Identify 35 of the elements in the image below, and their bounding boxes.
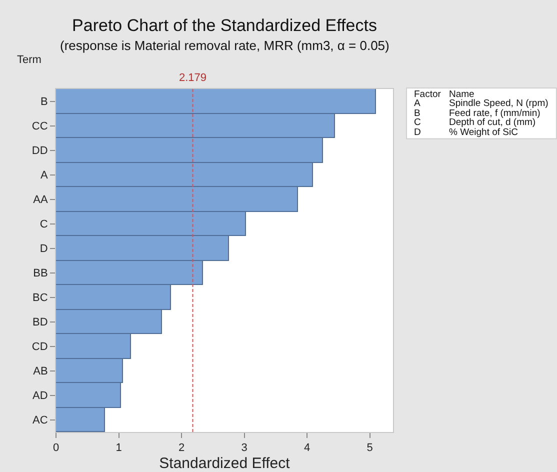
x-axis-title: Standardized Effect: [159, 455, 291, 472]
y-tick-label: A: [40, 170, 48, 182]
x-tick-label: 2: [178, 442, 185, 454]
text: Factor: [414, 89, 441, 100]
x-tick-label: 4: [304, 442, 310, 454]
y-axis-title: Term: [17, 54, 42, 66]
x-tick-label: 5: [366, 442, 373, 454]
x-tick-label: 0: [52, 442, 60, 454]
ref-line-label: 2.179: [179, 72, 207, 84]
x-tick-label: 1: [116, 442, 122, 454]
y-tick-label: CC: [32, 120, 48, 133]
text: C: [414, 117, 421, 128]
y-tick-label: C: [40, 218, 48, 231]
text: Name: [449, 89, 474, 100]
y-tick-label: AA: [33, 194, 48, 206]
x-tick-label: 3: [241, 442, 248, 454]
text: % Weight of SiC: [449, 127, 518, 138]
chart-title: Pareto Chart of the Standardized Effects: [72, 16, 377, 35]
y-tick-label: AB: [33, 366, 48, 378]
text: B: [414, 108, 420, 119]
y-tick-label: AD: [32, 390, 48, 402]
text: Feed rate, f (mm/min): [449, 108, 540, 119]
y-tick-label: BB: [33, 268, 48, 280]
y-tick-label: BD: [32, 316, 48, 329]
y-tick-label: BC: [32, 292, 48, 304]
y-tick-label: D: [40, 243, 48, 256]
y-tick-label: CD: [32, 341, 48, 354]
y-tick-label: AC: [32, 414, 48, 427]
text: Depth of cut, d (mm): [449, 117, 536, 128]
y-tick-label: B: [40, 96, 48, 108]
text: D: [414, 127, 421, 138]
text: Spindle Speed, N (rpm): [449, 98, 548, 109]
chart-subtitle: (response is Material removal rate, MRR (mm3, α = 0.05): [60, 38, 390, 53]
text: A: [414, 98, 421, 109]
y-tick-label: DD: [32, 145, 48, 158]
